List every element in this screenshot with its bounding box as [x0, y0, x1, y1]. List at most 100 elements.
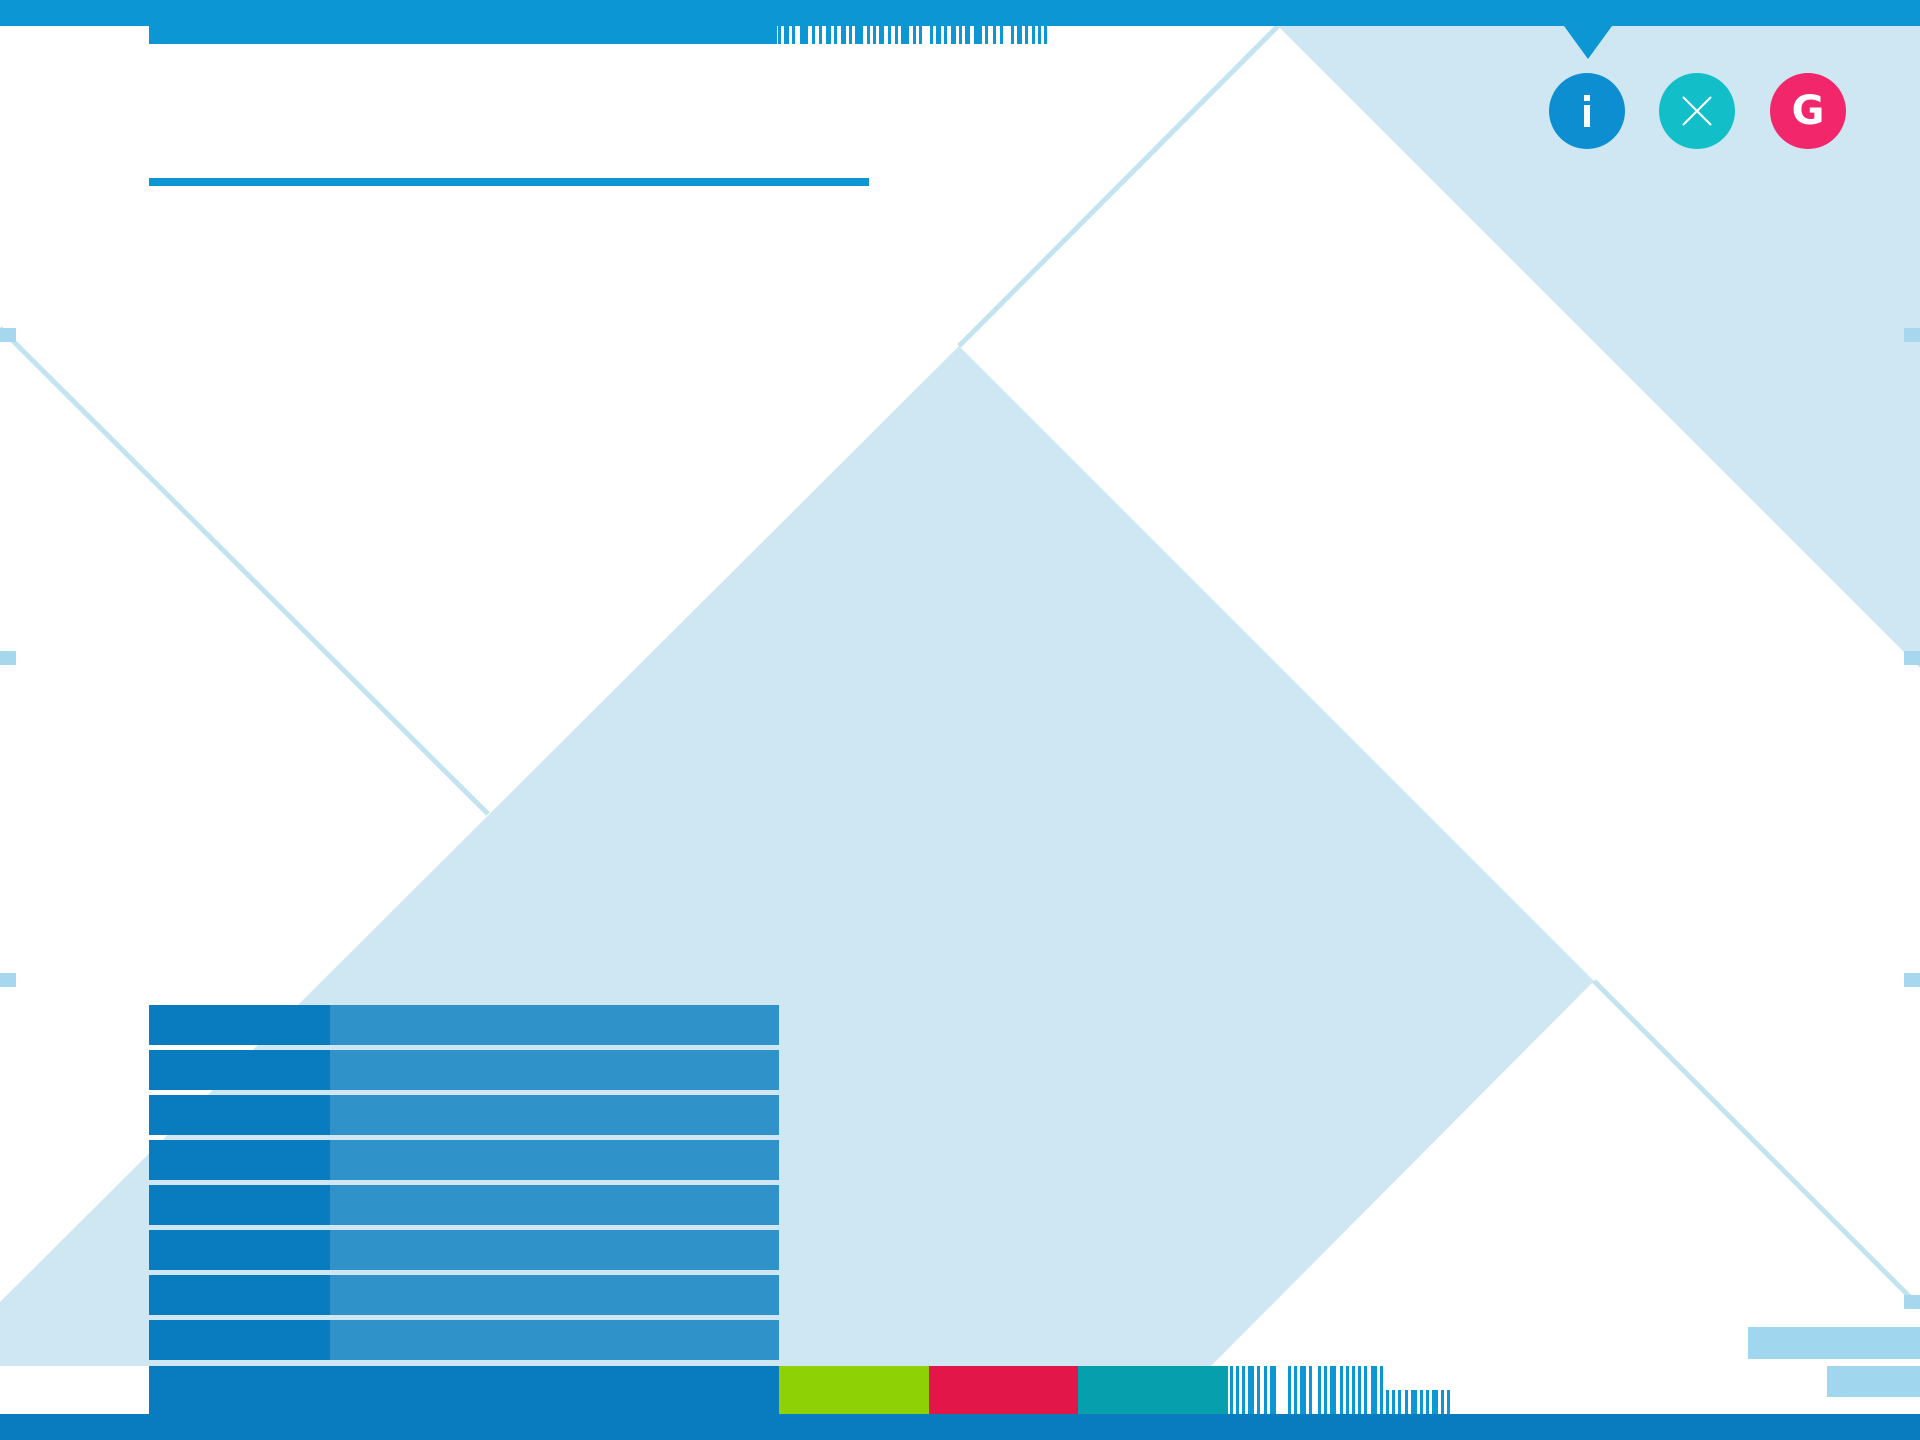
- barcode-bar: [1346, 1366, 1349, 1414]
- g-button[interactable]: G: [1770, 73, 1846, 149]
- row-key: [149, 1140, 330, 1180]
- barcode-bar: [1230, 1366, 1233, 1414]
- right-tick-2: [1904, 651, 1920, 665]
- right-tick-1: [1904, 328, 1920, 342]
- barcode-bar: [1340, 1366, 1343, 1414]
- barcode-bar: [930, 26, 933, 44]
- barcode-bar: [784, 26, 789, 44]
- barcode-bar: [1432, 1390, 1438, 1414]
- barcode-bar: [1364, 1366, 1367, 1414]
- barcode-bar: [1352, 1366, 1355, 1414]
- list-row[interactable]: [149, 1005, 779, 1045]
- barcode-bar: [1248, 1366, 1254, 1414]
- barcode-bar: [1420, 1390, 1423, 1414]
- barcode-bar: [1392, 1390, 1395, 1414]
- barcode-bar: [951, 26, 956, 44]
- list-row[interactable]: [149, 1230, 779, 1270]
- swatch-teal[interactable]: [1078, 1366, 1228, 1414]
- decor-bar-2: [1827, 1366, 1920, 1397]
- barcode-bar: [895, 26, 898, 44]
- barcode-bar: [1405, 1390, 1408, 1414]
- row-value: [330, 1185, 779, 1225]
- barcode-bar: [985, 26, 988, 44]
- barcode-bar: [1242, 1366, 1245, 1414]
- decor-bar-1: [1748, 1327, 1920, 1359]
- swatch-green[interactable]: [779, 1366, 929, 1414]
- top-bar: [0, 0, 1920, 26]
- pointer-notch: [1564, 26, 1612, 59]
- swatch-red[interactable]: [929, 1366, 1078, 1414]
- bg-line-diagonal-3: [1592, 979, 1920, 1309]
- list-row[interactable]: [149, 1140, 779, 1180]
- barcode-bar: [959, 26, 962, 44]
- barcode-bar: [1025, 26, 1028, 44]
- barcode-bar: [993, 26, 996, 44]
- barcode-bar: [1380, 1366, 1383, 1414]
- barcode-bar: [1309, 1366, 1312, 1414]
- barcode-bar: [855, 26, 863, 44]
- left-tick-2: [0, 651, 16, 665]
- barcode-bar: [1324, 1366, 1327, 1414]
- row-value: [330, 1095, 779, 1135]
- barcode-bar: [826, 26, 831, 44]
- row-value: [330, 1320, 779, 1360]
- barcode-bar: [812, 26, 815, 44]
- barcode-bar: [888, 26, 891, 44]
- barcode-bar: [800, 26, 808, 44]
- list-row[interactable]: [149, 1095, 779, 1135]
- barcode-bar: [1318, 1366, 1321, 1414]
- barcode-bar: [1032, 26, 1035, 44]
- left-tick-1: [0, 328, 16, 342]
- list-row[interactable]: [149, 1275, 779, 1315]
- barcode-bar: [974, 26, 982, 44]
- barcode-bar: [1011, 26, 1014, 44]
- row-key: [149, 1095, 330, 1135]
- row-key: [149, 1230, 330, 1270]
- row-value: [330, 1230, 779, 1270]
- barcode-bar: [1044, 26, 1047, 44]
- barcode-bar: [919, 26, 922, 44]
- barcode-bar: [1411, 1390, 1417, 1414]
- list-row[interactable]: [149, 1320, 779, 1360]
- bottom-panel-tab: [149, 1366, 779, 1416]
- info-button[interactable]: [1549, 73, 1625, 149]
- barcode-bar: [1426, 1390, 1429, 1414]
- barcode-bar: [792, 26, 795, 44]
- barcode-bar: [873, 26, 876, 44]
- barcode-bar: [1038, 26, 1041, 44]
- row-key: [149, 1050, 330, 1090]
- barcode-top-decoration: [778, 26, 1122, 44]
- barcode-bar: [1386, 1390, 1389, 1414]
- data-list: [149, 1005, 779, 1365]
- barcode-bar: [1288, 1366, 1291, 1414]
- bottom-bar: [0, 1414, 1920, 1440]
- bg-triangle-top-right: [1278, 26, 1920, 668]
- barcode-bar: [1264, 1366, 1267, 1414]
- barcode-bar: [965, 26, 970, 44]
- right-tick-3: [1904, 973, 1920, 987]
- barcode-bar: [1236, 1366, 1239, 1414]
- list-row[interactable]: [149, 1050, 779, 1090]
- row-key: [149, 1320, 330, 1360]
- row-key: [149, 1275, 330, 1315]
- row-value: [330, 1050, 779, 1090]
- barcode-bar: [1270, 1366, 1276, 1414]
- barcode-bar: [1017, 26, 1022, 44]
- barcode-bar: [1300, 1366, 1306, 1414]
- close-icon: [1682, 96, 1712, 126]
- list-row[interactable]: [149, 1185, 779, 1225]
- row-value: [330, 1005, 779, 1045]
- barcode-bar: [849, 26, 852, 44]
- barcode-bar: [944, 26, 947, 44]
- barcode-bar: [819, 26, 822, 44]
- barcode-bar: [913, 26, 916, 44]
- barcode-bar: [936, 26, 941, 44]
- barcode-bar: [1441, 1390, 1444, 1414]
- barcode-bar: [901, 26, 909, 44]
- info-icon: [1584, 95, 1590, 127]
- barcode-bar: [1000, 26, 1003, 44]
- title-underline: [149, 178, 869, 186]
- right-tick-4: [1904, 1295, 1920, 1309]
- bg-line-diagonal-1: [0, 326, 490, 816]
- close-button[interactable]: [1659, 73, 1735, 149]
